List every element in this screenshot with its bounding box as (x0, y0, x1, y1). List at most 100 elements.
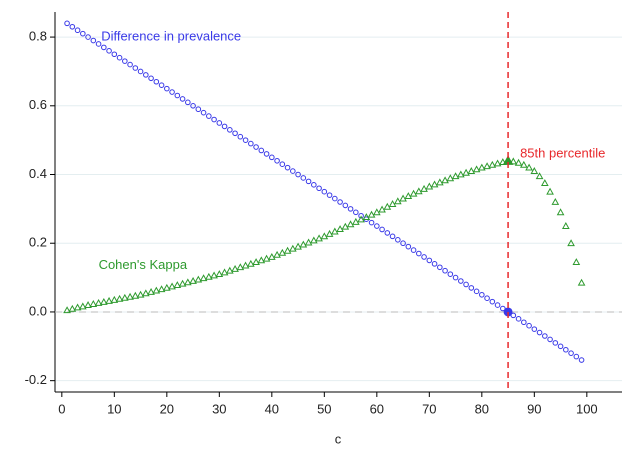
circle-point (106, 48, 112, 54)
circle-point (358, 212, 364, 219)
circle-point (284, 164, 291, 171)
triangle-point (304, 238, 313, 246)
circle-point (158, 82, 165, 88)
triangle-point (89, 300, 98, 307)
circle-point (122, 58, 128, 64)
circle-point (547, 336, 553, 343)
circle-point (111, 51, 118, 58)
circle-point (447, 271, 454, 277)
circle-point (69, 23, 76, 30)
triangle-point (257, 256, 266, 264)
triangle-point (477, 163, 486, 171)
x-tick-label: 100 (576, 401, 598, 416)
triangle-point (225, 266, 234, 274)
triangle-point (315, 234, 323, 242)
triangle-point (99, 297, 108, 305)
x-tick-label: 60 (370, 401, 384, 416)
triangle-point (525, 163, 533, 171)
x-tick-label: 0 (58, 401, 65, 416)
circle-point (116, 54, 123, 61)
circle-point (148, 75, 154, 82)
triangle-point (236, 263, 245, 271)
circle-point (468, 285, 475, 291)
triangle-point (567, 239, 575, 247)
x-tick-label: 70 (422, 401, 436, 416)
x-tick-label: 40 (265, 401, 279, 416)
triangle-point (540, 179, 549, 187)
triangle-point (152, 286, 161, 294)
triangle-point (483, 162, 491, 170)
triangle-point (309, 236, 318, 244)
circle-point (437, 264, 443, 271)
triangle-point (530, 167, 539, 174)
triangle-point (336, 225, 344, 233)
circle-point (132, 65, 139, 71)
circle-point (573, 353, 580, 360)
triangle-point (498, 158, 507, 166)
triangle-point (94, 298, 103, 306)
triangle-point (78, 302, 87, 310)
triangle-point (362, 213, 371, 221)
y-tick-label: 0.8 (29, 29, 47, 44)
circle-point (295, 171, 301, 178)
triangle-point (215, 270, 224, 278)
triangle-point (278, 248, 287, 256)
circle-point (515, 316, 522, 322)
triangle-point (561, 222, 570, 229)
circle-point (305, 178, 312, 185)
y-tick-label: 0.2 (29, 235, 47, 250)
triangle-point (462, 168, 470, 176)
triangle-point (178, 279, 187, 287)
y-tick-label: 0.0 (29, 303, 47, 318)
triangle-point (147, 287, 155, 295)
triangle-point (404, 192, 413, 200)
triangle-point (367, 210, 376, 218)
triangle-point (325, 229, 334, 237)
circle-point (479, 291, 485, 298)
circle-point (216, 120, 223, 126)
triangle-point (467, 167, 476, 174)
circle-point (337, 199, 343, 205)
circle-point (332, 195, 338, 202)
circle-point (484, 295, 490, 302)
circle-point (521, 319, 527, 326)
circle-point (290, 168, 296, 174)
circle-point (242, 137, 249, 143)
triangle-point (357, 215, 365, 223)
circle-point (353, 209, 359, 216)
triangle-point (84, 301, 92, 308)
triangle-point (231, 264, 239, 272)
circle-point (206, 113, 212, 119)
circle-point (248, 140, 254, 147)
triangle-point (131, 291, 140, 299)
triangle-point (488, 160, 497, 168)
circle-point (578, 357, 585, 363)
circle-point (410, 247, 417, 253)
triangle-point (241, 261, 250, 269)
circle-point (389, 233, 396, 240)
triangle-point (299, 240, 308, 248)
triangle-point (120, 293, 129, 301)
triangle-point (73, 303, 82, 311)
x-tick-label: 30 (212, 401, 226, 416)
triangle-point (414, 187, 423, 195)
triangle-point (351, 217, 360, 225)
triangle-point (63, 306, 71, 314)
circle-point (195, 106, 202, 113)
circle-point (200, 109, 207, 116)
triangle-point (420, 184, 428, 192)
circle-point (169, 89, 175, 95)
x-tick-label: 90 (527, 401, 541, 416)
triangle-point (441, 176, 449, 184)
triangle-point (435, 178, 444, 186)
triangle-point (383, 202, 392, 210)
circle-point (552, 340, 559, 346)
triangle-point (341, 222, 350, 230)
circle-point (416, 250, 422, 257)
triangle-point (173, 281, 182, 289)
triangle-point (110, 295, 119, 303)
triangle-point (577, 278, 586, 286)
triangle-point (220, 268, 229, 276)
triangle-point (183, 278, 192, 286)
triangle-point (288, 244, 297, 252)
